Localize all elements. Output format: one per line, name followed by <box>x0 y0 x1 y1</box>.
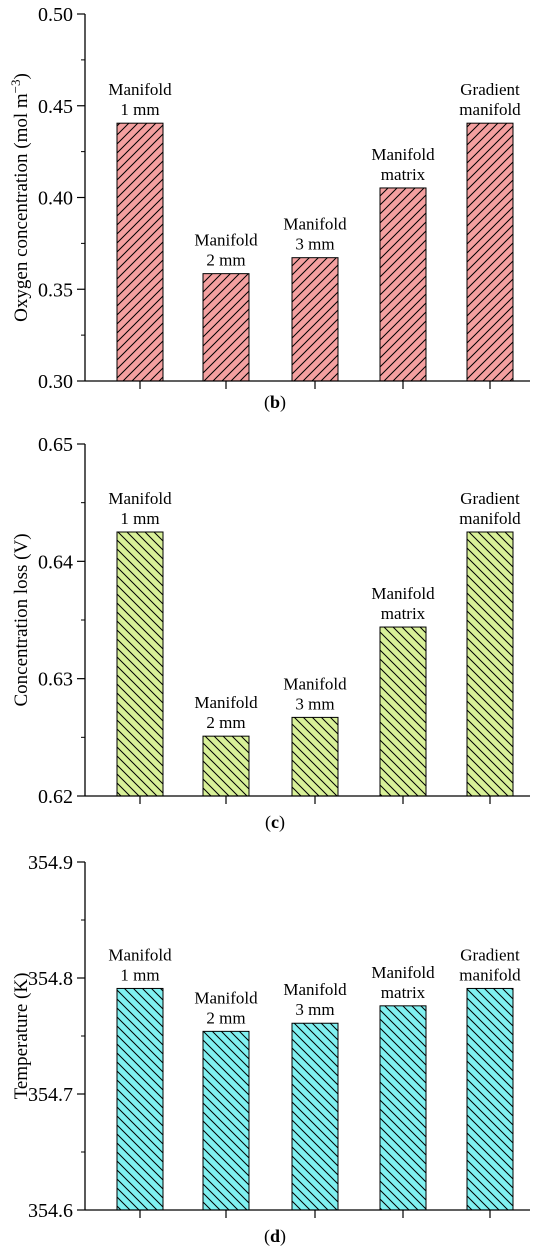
bar-label: 3 mm <box>295 235 334 254</box>
bar-label: Gradient <box>460 945 520 964</box>
bar-label: 1 mm <box>120 509 159 528</box>
bar-label: 2 mm <box>206 713 245 732</box>
bar-label: Manifold <box>194 231 258 250</box>
bar-5 <box>466 122 514 382</box>
bar-label: 3 mm <box>295 694 334 713</box>
bar-4 <box>379 626 427 797</box>
bar-5 <box>466 531 514 797</box>
bar-label: 2 mm <box>206 1008 245 1027</box>
bar-label: Manifold <box>108 489 172 508</box>
bar-label: Manifold <box>194 693 258 712</box>
bar-4 <box>379 1005 427 1211</box>
bar-label: Manifold <box>108 945 172 964</box>
y-tick-label: 0.35 <box>38 279 73 301</box>
y-tick-label: 354.7 <box>28 1084 73 1106</box>
bar-label: Manifold <box>283 215 347 234</box>
bar-5 <box>466 987 514 1211</box>
y-tick-label: 0.50 <box>38 4 73 26</box>
bar-label: Gradient <box>460 489 520 508</box>
bar-1 <box>116 987 164 1211</box>
bar-label: Manifold <box>108 80 172 99</box>
y-axis-label: Temperature (K) <box>11 973 32 1100</box>
panel-caption: (b) <box>264 392 286 413</box>
bar-label: matrix <box>381 983 426 1002</box>
bar-2 <box>202 735 250 797</box>
y-tick-label: 0.64 <box>38 551 73 573</box>
bar-label: Manifold <box>371 145 435 164</box>
y-tick-label: 354.9 <box>28 852 73 874</box>
y-tick-label: 354.6 <box>28 1200 73 1222</box>
y-axis-label: Concentration loss (V) <box>11 533 32 706</box>
y-tick-label: 0.65 <box>38 434 73 456</box>
bar-label: 2 mm <box>206 251 245 270</box>
bar-label: Gradient <box>460 80 520 99</box>
bar-label: Manifold <box>283 674 347 693</box>
bar-label: 1 mm <box>120 100 159 119</box>
bar-2 <box>202 273 250 382</box>
panel-caption: (d) <box>264 1226 286 1247</box>
bar-label: manifold <box>459 509 521 528</box>
bar-label: matrix <box>381 604 426 623</box>
bar-3 <box>291 257 339 382</box>
y-tick-label: 0.63 <box>38 669 73 691</box>
panel-caption: (c) <box>265 812 285 833</box>
y-axis-label: Oxygen concentration (mol m−3) <box>8 73 33 322</box>
bar-label: Manifold <box>194 988 258 1007</box>
bar-2 <box>202 1030 250 1211</box>
y-tick-label: 0.30 <box>38 371 73 393</box>
bar-1 <box>116 122 164 382</box>
bar-label: Manifold <box>283 980 347 999</box>
bar-3 <box>291 716 339 797</box>
bar-4 <box>379 187 427 382</box>
y-tick-label: 0.40 <box>38 188 73 210</box>
y-tick-label: 0.62 <box>38 786 73 808</box>
y-tick-label: 0.45 <box>38 96 73 118</box>
y-tick-label: 354.8 <box>28 968 73 990</box>
bar-label: manifold <box>459 100 521 119</box>
bar-label: Manifold <box>371 963 435 982</box>
bar-label: manifold <box>459 965 521 984</box>
bar-label: 1 mm <box>120 965 159 984</box>
bar-label: matrix <box>381 165 426 184</box>
bar-3 <box>291 1022 339 1211</box>
bar-label: Manifold <box>371 584 435 603</box>
bar-label: 3 mm <box>295 1000 334 1019</box>
bar-1 <box>116 531 164 797</box>
